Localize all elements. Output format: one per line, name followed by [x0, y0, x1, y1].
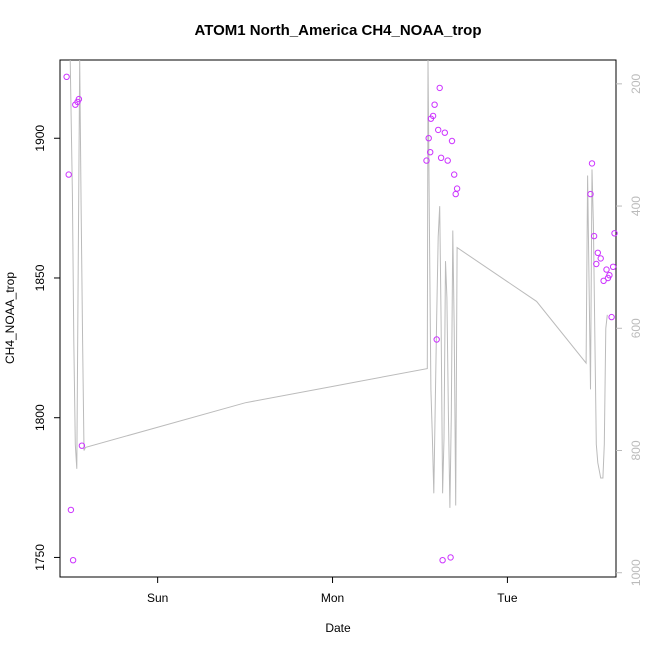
y-axis-label: CH4_NOAA_trop — [3, 272, 17, 364]
data-point — [78, 442, 86, 449]
data-point — [600, 277, 607, 284]
data-point — [423, 157, 430, 164]
data-point — [453, 185, 461, 192]
data-point — [75, 95, 83, 103]
data-point — [67, 506, 75, 514]
data-point — [593, 260, 600, 268]
data-point — [452, 190, 459, 198]
x-tick-label: Mon — [321, 591, 344, 605]
data-point — [590, 232, 598, 240]
y2-tick-label: 1000 — [629, 559, 643, 586]
y-tick-label: 1800 — [33, 404, 47, 431]
data-point — [429, 112, 437, 120]
y-tick-label: 1850 — [33, 264, 47, 291]
y2-tick-label: 800 — [629, 440, 643, 460]
data-point — [65, 171, 72, 178]
data-point — [448, 137, 456, 145]
data-point — [609, 263, 617, 270]
axes: Sun Mon Tue 1750 1800 1850 1900 200 400 600 800 100… — [33, 74, 643, 605]
plot-frame — [59, 59, 617, 578]
x-tick-label: Tue — [497, 591, 518, 605]
data-point — [431, 101, 438, 108]
data-point — [63, 73, 70, 81]
data-point — [436, 84, 443, 92]
y2-tick-label: 600 — [629, 318, 643, 338]
y-tick-label: 1750 — [33, 544, 47, 571]
data-point — [427, 149, 434, 156]
x-tick-label: Sun — [147, 591, 168, 605]
data-point — [594, 249, 601, 257]
data-point — [444, 157, 451, 164]
data-point — [611, 230, 618, 237]
chart-title: ATOM1 North_America CH4_NOAA_trop — [195, 22, 482, 39]
data-point — [69, 557, 77, 564]
data-point — [439, 557, 446, 564]
y-tick-label: 1900 — [33, 125, 47, 152]
data-point — [435, 126, 442, 134]
x-axis-label: Date — [325, 621, 351, 635]
data-point — [433, 336, 440, 343]
y2-tick-label: 400 — [629, 196, 643, 216]
data-point — [603, 266, 610, 273]
data-point — [437, 154, 445, 162]
data-point — [606, 272, 613, 279]
y2-tick-label: 200 — [629, 74, 643, 94]
data-point — [425, 135, 432, 142]
data-point — [441, 129, 448, 136]
data-point — [597, 255, 604, 262]
plot-area — [63, 59, 618, 564]
data-point — [587, 190, 594, 198]
data-point — [608, 313, 615, 321]
data-point — [451, 171, 458, 178]
data-point — [447, 554, 454, 561]
data-point — [588, 160, 596, 167]
series-line — [69, 59, 608, 508]
